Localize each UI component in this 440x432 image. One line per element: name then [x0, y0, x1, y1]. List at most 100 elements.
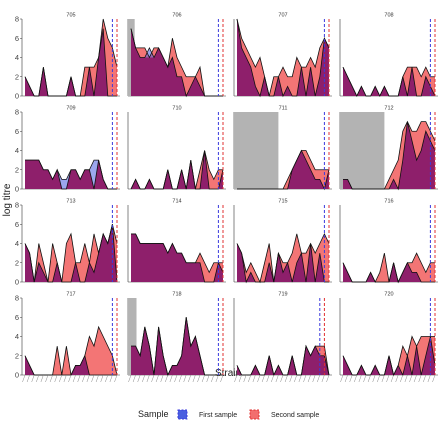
second-sample-area: [237, 19, 329, 96]
x-tick-label: [377, 374, 381, 383]
x-tick-label: [340, 374, 344, 383]
second-sample-area: [131, 150, 223, 189]
x-tick-label: [45, 374, 49, 383]
panel-title: 709: [66, 106, 75, 112]
first-sample-line: [24, 224, 118, 283]
x-tick-label: [197, 374, 201, 383]
x-tick-label: [418, 374, 422, 383]
x-tick-label: [261, 374, 265, 383]
x-tick-label: [317, 374, 321, 383]
panel-title: 705: [66, 13, 75, 19]
x-tick-label: [303, 374, 307, 383]
y-tick-label: 2: [15, 165, 19, 174]
first-sample-line: [131, 233, 224, 283]
x-tick-label: [271, 374, 275, 383]
panel-title: 715: [278, 199, 287, 205]
x-tick-label: [54, 374, 58, 383]
x-tick-label: [59, 374, 63, 383]
panel-712: 712: [339, 106, 438, 191]
x-tick-label: [155, 374, 159, 383]
x-tick-label: [86, 374, 90, 383]
x-tick-label: [22, 374, 26, 383]
panel-718: 718: [127, 292, 226, 383]
y-tick-label: 0: [15, 371, 19, 380]
panel-title: 708: [384, 13, 393, 19]
x-tick-label: [257, 374, 261, 383]
overlap-area: [131, 317, 223, 375]
panel-720: 720: [339, 292, 438, 383]
x-tick-label: [381, 374, 385, 383]
x-tick-label: [211, 374, 215, 383]
x-tick-label: [363, 374, 367, 383]
second-sample-area: [237, 233, 329, 282]
panel-title: 706: [172, 13, 181, 19]
overlap-area: [343, 262, 435, 282]
x-tick-label: [95, 374, 99, 383]
x-tick-label: [234, 374, 238, 383]
first-sample-line: [236, 243, 329, 284]
panel-719: 719: [233, 292, 332, 383]
missing-data-region: [234, 112, 279, 189]
second-sample-line: [236, 18, 330, 97]
y-tick-label: 8: [15, 201, 19, 210]
legend-title: Sample: [138, 409, 169, 419]
x-tick-label: [36, 374, 40, 383]
panel-title: 713: [66, 199, 75, 205]
x-tick-label: [413, 374, 417, 383]
overlap-area: [131, 233, 223, 282]
x-tick-label: [169, 374, 173, 383]
x-tick-label: [215, 374, 219, 383]
x-tick-label: [252, 374, 256, 383]
panel-title: 719: [278, 292, 287, 298]
overlap-area: [25, 224, 117, 282]
x-tick-label: [114, 374, 118, 383]
x-tick-label: [349, 374, 353, 383]
x-tick-label: [220, 374, 224, 383]
x-tick-label: [82, 374, 86, 383]
first-sample-line: [342, 336, 436, 377]
x-tick-label: [142, 374, 146, 383]
first-sample-line: [25, 159, 117, 190]
x-tick-label: [26, 374, 30, 383]
x-axis-title: Strain: [215, 368, 241, 379]
y-tick-label: 2: [15, 72, 19, 81]
y-tick-label: 6: [15, 313, 19, 322]
panel-title: 712: [384, 106, 393, 112]
panel-717: 717 0 2 4 6 8: [15, 292, 120, 383]
panel-709: 709 0 2 4 6 8: [15, 106, 120, 194]
x-tick-label: [68, 374, 72, 383]
panel-711: 711: [233, 106, 332, 191]
x-tick-label: [188, 374, 192, 383]
x-tick-label: [91, 374, 95, 383]
x-tick-label: [72, 374, 76, 383]
x-tick-label: [266, 374, 270, 383]
y-tick-label: 8: [15, 15, 19, 24]
x-tick-label: [307, 374, 311, 383]
overlap-area: [237, 150, 329, 189]
first-sample-line: [342, 66, 436, 97]
second-sample-line: [236, 232, 330, 284]
first-sample-line: [237, 149, 330, 191]
x-tick-label: [358, 374, 362, 383]
x-tick-label: [49, 374, 53, 383]
overlap-area: [237, 346, 329, 375]
y-tick-label: 8: [15, 294, 19, 303]
x-tick-label: [40, 374, 44, 383]
x-tick-label: [400, 374, 404, 383]
x-tick-label: [183, 374, 187, 383]
panel-710: 710: [127, 106, 226, 190]
y-tick-label: 4: [15, 332, 19, 341]
panel-715: 715: [233, 199, 332, 284]
legend-key-second: [249, 409, 260, 420]
x-tick-label: [390, 374, 394, 383]
x-tick-label: [372, 374, 376, 383]
y-tick-label: 4: [15, 53, 19, 62]
x-tick-label: [243, 374, 247, 383]
legend: Sample First sample Second sample: [138, 409, 319, 420]
second-sample-area: [343, 67, 435, 96]
x-tick-label: [354, 374, 358, 383]
y-tick-label: 8: [15, 108, 19, 117]
panel-713: 713 0 2 4 6 8: [15, 199, 120, 287]
first-sample-line: [236, 18, 330, 98]
